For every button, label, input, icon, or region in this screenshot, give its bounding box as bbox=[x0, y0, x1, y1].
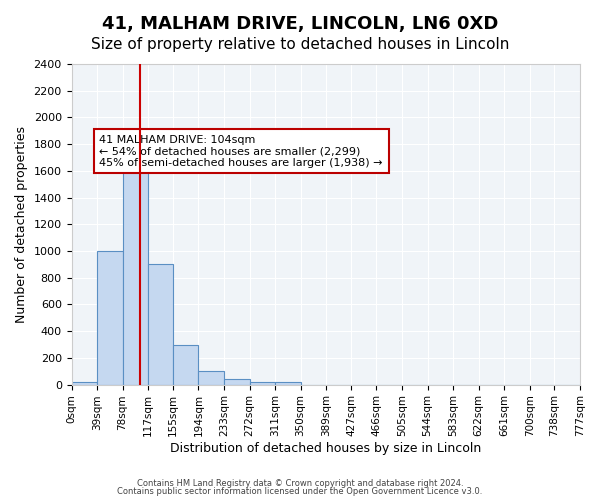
Bar bbox=[199, 371, 224, 384]
Bar bbox=[250, 382, 275, 384]
Y-axis label: Number of detached properties: Number of detached properties bbox=[15, 126, 28, 323]
Bar bbox=[173, 344, 199, 385]
Bar bbox=[122, 136, 148, 384]
Bar bbox=[148, 264, 173, 384]
Bar bbox=[275, 382, 301, 384]
Bar bbox=[97, 251, 122, 384]
Text: Contains public sector information licensed under the Open Government Licence v3: Contains public sector information licen… bbox=[118, 487, 482, 496]
Text: Contains HM Land Registry data © Crown copyright and database right 2024.: Contains HM Land Registry data © Crown c… bbox=[137, 478, 463, 488]
Text: 41 MALHAM DRIVE: 104sqm
← 54% of detached houses are smaller (2,299)
45% of semi: 41 MALHAM DRIVE: 104sqm ← 54% of detache… bbox=[100, 134, 383, 168]
Text: Size of property relative to detached houses in Lincoln: Size of property relative to detached ho… bbox=[91, 38, 509, 52]
X-axis label: Distribution of detached houses by size in Lincoln: Distribution of detached houses by size … bbox=[170, 442, 481, 455]
Text: 41, MALHAM DRIVE, LINCOLN, LN6 0XD: 41, MALHAM DRIVE, LINCOLN, LN6 0XD bbox=[102, 15, 498, 33]
Bar bbox=[71, 382, 97, 384]
Bar bbox=[224, 380, 250, 384]
